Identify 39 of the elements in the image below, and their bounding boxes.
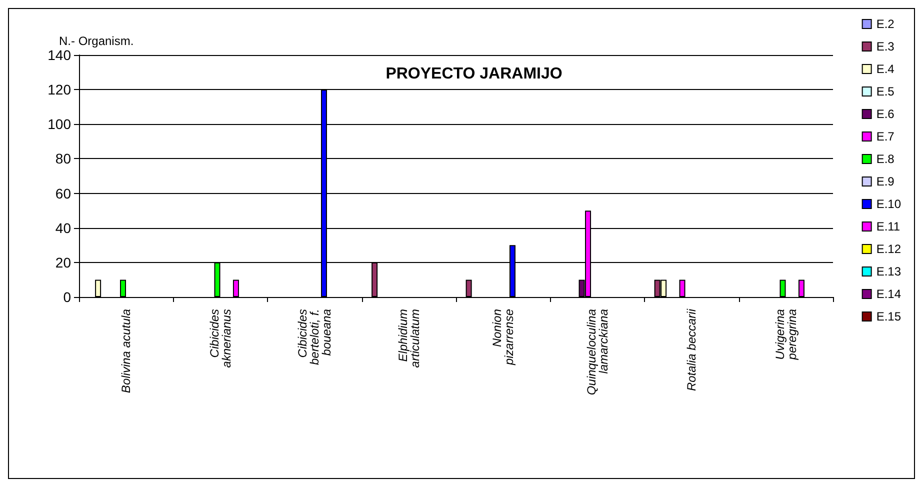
y-tick-label: 60 — [55, 185, 72, 202]
y-tick-label: 0 — [63, 289, 72, 305]
bar — [679, 280, 686, 297]
legend-label: E.13 — [876, 264, 902, 278]
bar — [798, 280, 804, 297]
x-tick-label: Uvigerina peregrina — [772, 308, 799, 361]
y-tick-label: 80 — [55, 150, 72, 167]
x-tick-label: Cibicides berteloti, f. boueana — [296, 308, 334, 366]
legend-label: E.7 — [876, 130, 895, 144]
bar — [232, 280, 239, 297]
legend-label: E.8 — [876, 152, 895, 166]
x-tick-label: Nonion pizarrense — [490, 308, 516, 366]
text: PROYECTO JARAMIJO — [386, 66, 562, 82]
x-tick-label: Rotalia beccarii — [684, 308, 699, 392]
x-tick-label: Cibicides aknerianus — [207, 309, 234, 368]
legend-label: E.9 — [876, 174, 895, 188]
legend-label: E.6 — [876, 107, 895, 121]
bar — [780, 280, 786, 297]
bar — [466, 280, 472, 297]
x-tick-label: Quinqueloculina lamarckiana — [584, 308, 610, 396]
legend-label: E.4 — [876, 62, 895, 76]
legend-label: E.14 — [876, 287, 902, 301]
legend-label: E.12 — [876, 242, 902, 256]
x-tick-label: Bolivina acutula — [119, 308, 134, 394]
bar — [95, 280, 102, 297]
y-tick-label: 20 — [55, 254, 72, 270]
legend-label: E.2 — [876, 17, 895, 31]
y-tick-label: 120 — [48, 82, 72, 98]
legend-label: E.15 — [876, 310, 902, 324]
legend-label: E.5 — [876, 84, 895, 98]
y-tick-label: 40 — [55, 220, 72, 236]
y-axis-title: N.- Organism. — [59, 34, 134, 48]
legend-label: E.3 — [876, 40, 895, 54]
y-tick-label: 100 — [48, 116, 72, 132]
bar — [120, 280, 126, 297]
y-tick-label: 140 — [48, 47, 72, 63]
x-tick-label: Elphidium articulatum — [396, 308, 422, 368]
legend-label: E.10 — [876, 197, 902, 211]
legend-label: E.11 — [876, 220, 900, 234]
